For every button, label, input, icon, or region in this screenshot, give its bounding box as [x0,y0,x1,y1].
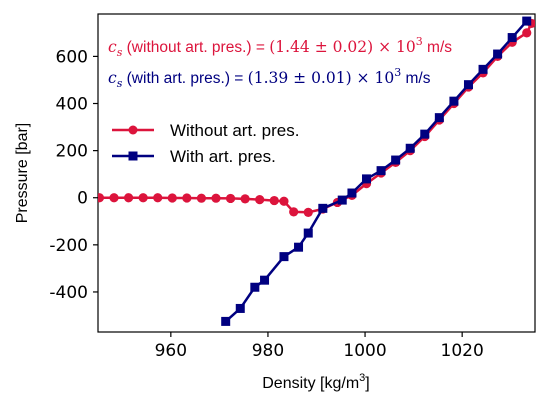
data-point [507,33,517,43]
y-tick-label: -400 [49,283,88,303]
data-point [420,129,430,139]
data-point [449,96,459,106]
legend-label-with: With art. pres. [170,147,276,166]
data-point [279,252,289,262]
data-point [376,166,386,176]
data-point [294,242,304,252]
data-point [221,316,231,326]
legend-marker-without [128,125,138,135]
data-point [211,193,221,203]
data-point [303,207,313,217]
y-tick-label: 600 [56,47,88,67]
x-axis-title: Density [kg/m3] [262,372,370,392]
x-tick-label: 1000 [343,341,386,361]
data-point [303,228,313,238]
data-point [289,207,299,217]
data-point [109,193,119,203]
data-point [362,174,372,184]
data-point [463,80,473,90]
plot-frame [97,13,536,333]
tick-layer: 960 980 1000 1020 -400 -200 0 200 400 600 [49,47,483,361]
x-tick-label: 960 [155,341,187,361]
plot-area [97,13,536,333]
series-with-art-pres [221,16,532,326]
y-axis-title: Pressure [bar] [14,123,31,223]
legend-label-without: Without art. pres. [170,121,299,140]
data-point [255,195,265,205]
x-tick-label: 980 [252,341,284,361]
data-point [405,143,415,153]
data-point [318,203,328,213]
data-point [123,193,134,203]
data-point [522,16,532,26]
data-point [347,188,357,198]
data-point [478,64,488,74]
data-point [138,193,148,203]
series-layer [98,16,535,326]
data-point [235,303,245,313]
annotation-without: cs (without art. pres.) = (1.44 ± 0.02) … [108,35,452,59]
data-point [391,155,401,165]
y-tick-label: 200 [56,142,88,162]
data-point [153,193,163,203]
data-point [279,196,289,206]
data-point [337,195,347,205]
annotation-with: cs (with art. pres.) = (1.39 ± 0.01) × 1… [108,66,431,90]
data-point [260,275,270,285]
y-tick-label: -200 [49,236,88,256]
y-tick-label: 0 [77,189,88,209]
data-point [98,193,105,203]
data-point [182,193,192,203]
y-tick-label: 400 [56,95,88,115]
data-point [167,193,177,203]
x-tick-label: 1020 [441,341,484,361]
legend: Without art. pres. With art. pres. [112,121,299,166]
series-line [224,20,528,323]
data-point [240,194,250,204]
data-point [434,113,444,123]
data-point [269,195,279,206]
legend-marker-with [128,151,138,161]
data-point [522,28,532,38]
data-point [196,193,207,203]
data-point [250,282,260,292]
data-point [493,49,503,59]
data-point [225,193,236,204]
